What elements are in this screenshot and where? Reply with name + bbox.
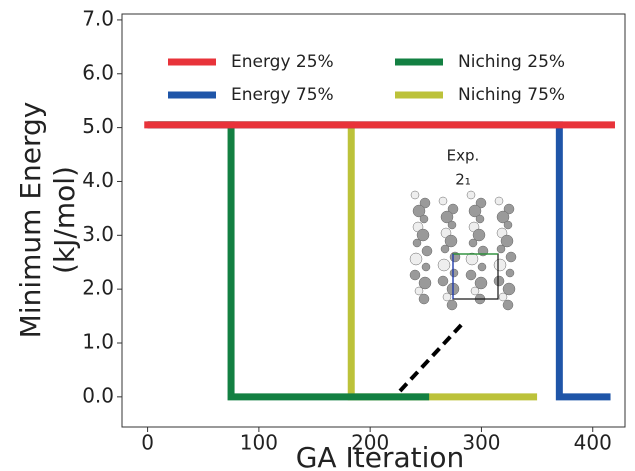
annotation: 2₁: [455, 171, 471, 189]
atom: [496, 210, 510, 224]
atom: [503, 203, 515, 215]
y-axis-label-line: (kJ/mol): [48, 166, 81, 274]
atom: [468, 238, 478, 248]
series-line: [147, 121, 430, 401]
y-tick-label: 7.0: [82, 6, 114, 30]
y-axis-label-line: Minimum Energy: [14, 102, 47, 339]
atom: [496, 244, 506, 254]
y-tick-label: 4.0: [82, 168, 114, 192]
atom: [447, 203, 459, 215]
atom: [503, 220, 513, 230]
atom: [419, 214, 429, 224]
atom: [475, 214, 485, 224]
x-tick-label: 200: [351, 431, 389, 455]
atom: [474, 276, 488, 290]
atom: [412, 238, 422, 248]
atom: [421, 262, 431, 272]
crystal-image: [409, 190, 517, 311]
atom: [446, 299, 458, 311]
y-tick-label: 1.0: [82, 330, 114, 354]
atom: [414, 286, 424, 296]
y-tick-label: 6.0: [82, 60, 114, 84]
atom: [412, 204, 426, 218]
atom: [470, 286, 480, 296]
atom: [418, 293, 430, 305]
atom: [410, 190, 420, 200]
y-tick-label: 2.0: [82, 276, 114, 300]
atom: [505, 251, 517, 263]
atom: [493, 258, 507, 272]
atom: [440, 210, 454, 224]
pointer-line: [398, 321, 465, 393]
atom: [493, 275, 505, 287]
atom: [468, 204, 482, 218]
atom: [500, 234, 514, 248]
atom: [502, 299, 514, 311]
y-tick-label: 0.0: [82, 383, 114, 407]
atom: [502, 282, 516, 296]
atom: [505, 268, 515, 278]
atom: [438, 196, 448, 206]
x-tick-label: 300: [462, 431, 500, 455]
series-line: [147, 121, 611, 401]
atom: [447, 220, 457, 230]
legend-label: Niching 75%: [458, 85, 565, 105]
atom: [416, 228, 430, 242]
atom: [437, 258, 451, 272]
atom: [419, 197, 431, 209]
atom: [494, 196, 504, 206]
plot-frame: [121, 13, 626, 428]
legend-label: Energy 25%: [231, 52, 334, 72]
atom: [440, 244, 450, 254]
atom: [421, 245, 433, 257]
atom: [442, 292, 452, 302]
atom: [409, 269, 421, 281]
x-tick-label: 0: [141, 431, 154, 455]
x-tick-label: 400: [574, 431, 612, 455]
atom: [437, 275, 449, 287]
legend-label: Niching 25%: [458, 52, 565, 72]
atom: [418, 276, 432, 290]
y-tick-label: 5.0: [82, 114, 114, 138]
series-line: [147, 121, 538, 401]
atom: [444, 234, 458, 248]
atom: [409, 252, 423, 266]
atom: [498, 292, 508, 302]
y-axis-label: Minimum Energy (kJ/mol): [14, 102, 81, 339]
atom: [477, 262, 487, 272]
x-tick-label: 100: [240, 431, 278, 455]
atom: [465, 269, 477, 281]
atom: [449, 268, 459, 278]
atom: [465, 252, 479, 266]
atom: [475, 197, 487, 209]
atom: [466, 190, 476, 200]
y-tick-label: 3.0: [82, 222, 114, 246]
legend-label: Energy 75%: [231, 85, 334, 105]
atom: [472, 228, 486, 242]
annotation: Exp.: [447, 147, 480, 165]
x-axis-label: GA Iteration: [296, 441, 465, 471]
